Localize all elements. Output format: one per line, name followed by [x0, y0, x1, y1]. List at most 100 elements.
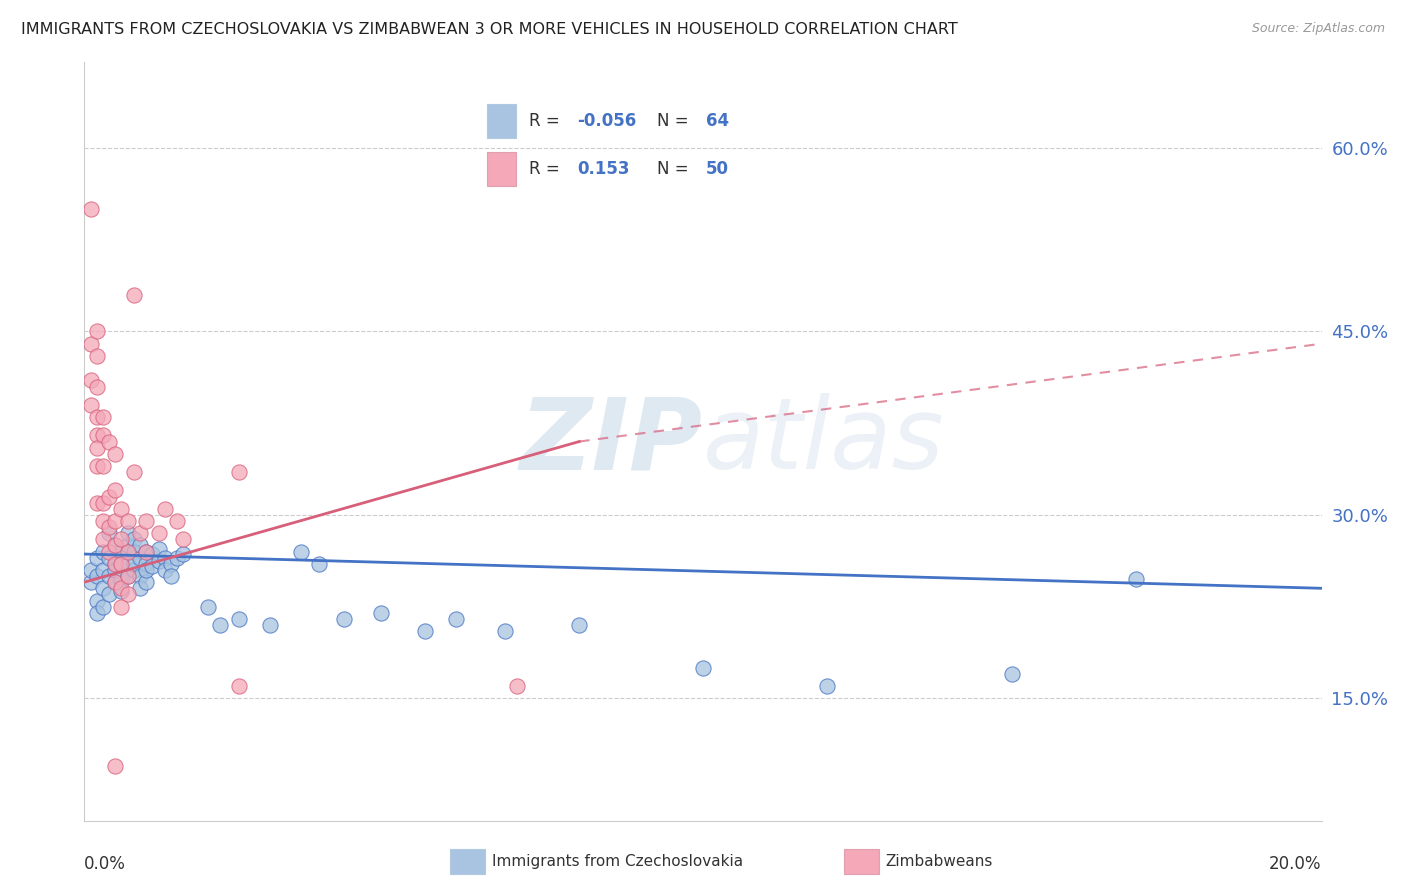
Point	[122, 287, 145, 301]
Point	[79, 575, 101, 590]
Point	[86, 349, 108, 363]
Point	[166, 550, 188, 565]
Point	[91, 410, 114, 425]
Point	[129, 582, 152, 596]
Point	[117, 539, 139, 553]
Point	[209, 618, 232, 632]
Point	[86, 379, 108, 393]
Point	[148, 554, 170, 568]
Point	[86, 569, 108, 583]
Point	[110, 533, 132, 547]
Point	[148, 542, 170, 557]
Point	[172, 533, 194, 547]
Point	[86, 496, 108, 510]
Point	[110, 501, 132, 516]
Text: 20.0%: 20.0%	[1270, 855, 1322, 872]
Point	[104, 575, 127, 590]
Point	[153, 563, 176, 577]
Point	[129, 569, 152, 583]
Text: Source: ZipAtlas.com: Source: ZipAtlas.com	[1251, 22, 1385, 36]
Point	[98, 434, 121, 449]
Point	[129, 550, 152, 565]
Point	[228, 465, 250, 479]
Point	[228, 612, 250, 626]
Point	[91, 428, 114, 442]
Point	[444, 612, 467, 626]
Point	[91, 496, 114, 510]
Point	[91, 544, 114, 558]
Point	[91, 563, 114, 577]
Point	[117, 569, 139, 583]
Point	[79, 336, 101, 351]
Point	[110, 582, 132, 596]
Point	[86, 441, 108, 455]
Point	[1001, 666, 1024, 681]
Point	[104, 447, 127, 461]
Point	[122, 544, 145, 558]
Point	[259, 618, 281, 632]
Text: IMMIGRANTS FROM CZECHOSLOVAKIA VS ZIMBABWEAN 3 OR MORE VEHICLES IN HOUSEHOLD COR: IMMIGRANTS FROM CZECHOSLOVAKIA VS ZIMBAB…	[21, 22, 957, 37]
Point	[98, 544, 121, 558]
Text: Immigrants from Czechoslovakia: Immigrants from Czechoslovakia	[492, 855, 744, 869]
Point	[98, 569, 121, 583]
Point	[104, 557, 127, 571]
Point	[117, 544, 139, 558]
Text: 0.0%: 0.0%	[84, 855, 127, 872]
Point	[413, 624, 436, 639]
Point	[98, 526, 121, 541]
Point	[692, 661, 714, 675]
Point	[110, 599, 132, 614]
Point	[135, 563, 157, 577]
Point	[290, 544, 312, 558]
Point	[506, 679, 529, 693]
Point	[308, 557, 330, 571]
Point	[117, 514, 139, 528]
Point	[135, 544, 157, 558]
Point	[79, 202, 101, 217]
Point	[122, 557, 145, 571]
Text: atlas: atlas	[703, 393, 945, 490]
Point	[568, 618, 591, 632]
Point	[104, 514, 127, 528]
Point	[98, 587, 121, 601]
Point	[166, 514, 188, 528]
Point	[135, 575, 157, 590]
Point	[135, 514, 157, 528]
Point	[160, 557, 183, 571]
Point	[117, 569, 139, 583]
Point	[494, 624, 516, 639]
Point	[91, 582, 114, 596]
Point	[129, 526, 152, 541]
Point	[110, 583, 132, 598]
Point	[815, 679, 838, 693]
Point	[117, 526, 139, 541]
Point	[86, 593, 108, 607]
Point	[122, 465, 145, 479]
Point	[91, 514, 114, 528]
Point	[104, 557, 127, 571]
Point	[160, 569, 183, 583]
Point	[91, 458, 114, 473]
Point	[117, 557, 139, 571]
Point	[141, 559, 163, 574]
Point	[122, 563, 145, 577]
Point	[110, 557, 132, 571]
Point	[110, 572, 132, 586]
Point	[333, 612, 356, 626]
Point	[110, 557, 132, 571]
Point	[104, 758, 127, 772]
Point	[153, 550, 176, 565]
Point	[197, 599, 219, 614]
Point	[110, 544, 132, 558]
Point	[104, 483, 127, 498]
Point	[104, 539, 127, 553]
Point	[117, 587, 139, 601]
Point	[1125, 572, 1147, 586]
Point	[86, 606, 108, 620]
Point	[172, 547, 194, 561]
Point	[104, 575, 127, 590]
Point	[153, 501, 176, 516]
Point	[129, 539, 152, 553]
Point	[79, 563, 101, 577]
Point	[86, 325, 108, 339]
